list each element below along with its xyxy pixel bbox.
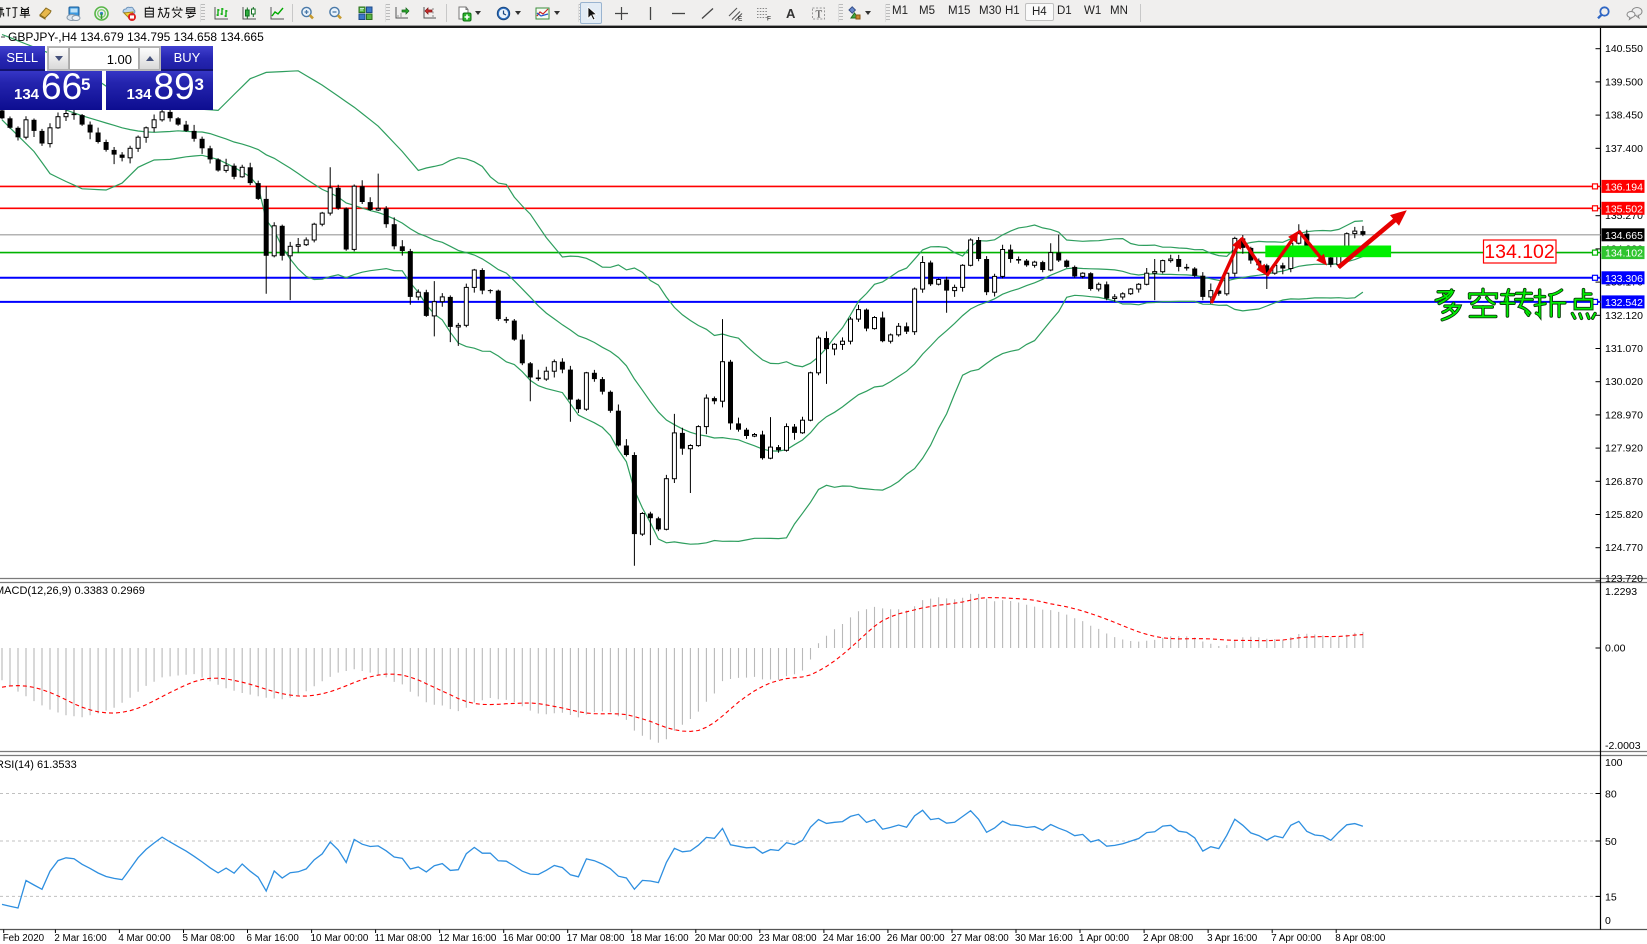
svg-text:124.770: 124.770 bbox=[1605, 542, 1643, 554]
svg-text:27 Mar 08:00: 27 Mar 08:00 bbox=[951, 933, 1009, 944]
svg-text:24 Mar 16:00: 24 Mar 16:00 bbox=[823, 933, 881, 944]
svg-text:0.00: 0.00 bbox=[1605, 643, 1626, 655]
svg-text:F: F bbox=[767, 15, 771, 22]
svg-text:18 Mar 16:00: 18 Mar 16:00 bbox=[631, 933, 689, 944]
svg-text:137.400: 137.400 bbox=[1605, 143, 1643, 155]
svg-text:125.820: 125.820 bbox=[1605, 509, 1643, 521]
svg-text:50: 50 bbox=[1605, 836, 1617, 848]
svg-text:17 Mar 08:00: 17 Mar 08:00 bbox=[567, 933, 625, 944]
svg-text:132.542: 132.542 bbox=[1605, 297, 1643, 309]
svg-text:23 Mar 08:00: 23 Mar 08:00 bbox=[759, 933, 817, 944]
svg-text:MACD(12,26,9) 0.3383 0.2969: MACD(12,26,9) 0.3383 0.2969 bbox=[0, 585, 145, 597]
svg-text:30 Mar 16:00: 30 Mar 16:00 bbox=[1015, 933, 1073, 944]
svg-text:100: 100 bbox=[1605, 757, 1623, 769]
svg-text:126.870: 126.870 bbox=[1605, 476, 1643, 488]
svg-text:140.550: 140.550 bbox=[1605, 43, 1643, 55]
svg-text:T: T bbox=[815, 8, 822, 20]
svg-text:7 Apr 00:00: 7 Apr 00:00 bbox=[1271, 933, 1322, 944]
svg-text:133.306: 133.306 bbox=[1605, 273, 1643, 285]
svg-text:E: E bbox=[738, 15, 743, 22]
svg-text:139.500: 139.500 bbox=[1605, 76, 1643, 88]
svg-text:138.450: 138.450 bbox=[1605, 110, 1643, 122]
svg-text:135.502: 135.502 bbox=[1605, 203, 1643, 215]
svg-text:Feb 2020: Feb 2020 bbox=[3, 933, 45, 944]
svg-text:2 Apr 08:00: 2 Apr 08:00 bbox=[1143, 933, 1194, 944]
svg-text:10 Mar 00:00: 10 Mar 00:00 bbox=[311, 933, 369, 944]
svg-text:8 Apr 08:00: 8 Apr 08:00 bbox=[1335, 933, 1386, 944]
svg-text:128.970: 128.970 bbox=[1605, 409, 1643, 421]
svg-text:127.920: 127.920 bbox=[1605, 443, 1643, 455]
svg-text:20 Mar 00:00: 20 Mar 00:00 bbox=[695, 933, 753, 944]
svg-text:6 Mar 16:00: 6 Mar 16:00 bbox=[247, 933, 300, 944]
svg-text:12 Mar 16:00: 12 Mar 16:00 bbox=[439, 933, 497, 944]
svg-text:134.102: 134.102 bbox=[1605, 248, 1643, 260]
svg-text:80: 80 bbox=[1605, 789, 1617, 801]
svg-text:1.2293: 1.2293 bbox=[1605, 586, 1637, 598]
svg-text:15: 15 bbox=[1605, 891, 1617, 903]
svg-text:4 Mar 00:00: 4 Mar 00:00 bbox=[118, 933, 171, 944]
svg-text:16 Mar 00:00: 16 Mar 00:00 bbox=[503, 933, 561, 944]
svg-text:134.665: 134.665 bbox=[1605, 230, 1643, 242]
svg-text:136.194: 136.194 bbox=[1605, 181, 1643, 193]
svg-text:RSI(14) 61.3533: RSI(14) 61.3533 bbox=[0, 759, 77, 771]
svg-text:0: 0 bbox=[1605, 915, 1611, 927]
svg-text:A: A bbox=[786, 6, 796, 21]
svg-text:26 Mar 00:00: 26 Mar 00:00 bbox=[887, 933, 945, 944]
svg-text:123.720: 123.720 bbox=[1605, 573, 1643, 585]
svg-text:134.102: 134.102 bbox=[1484, 241, 1555, 263]
svg-text:2 Mar 16:00: 2 Mar 16:00 bbox=[54, 933, 107, 944]
svg-text:131.070: 131.070 bbox=[1605, 343, 1643, 355]
svg-text:11 Mar 08:00: 11 Mar 08:00 bbox=[375, 933, 433, 944]
svg-text:130.020: 130.020 bbox=[1605, 376, 1643, 388]
svg-text:3 Apr 16:00: 3 Apr 16:00 bbox=[1207, 933, 1258, 944]
svg-text:132.120: 132.120 bbox=[1605, 310, 1643, 322]
svg-text:5 Mar 08:00: 5 Mar 08:00 bbox=[183, 933, 236, 944]
svg-text:1 Apr 00:00: 1 Apr 00:00 bbox=[1079, 933, 1130, 944]
svg-text:-2.0003: -2.0003 bbox=[1605, 740, 1641, 752]
svg-text:GBPJPY-,H4 134.679 134.795 13: GBPJPY-,H4 134.679 134.795 134.658 134.6… bbox=[8, 30, 264, 44]
